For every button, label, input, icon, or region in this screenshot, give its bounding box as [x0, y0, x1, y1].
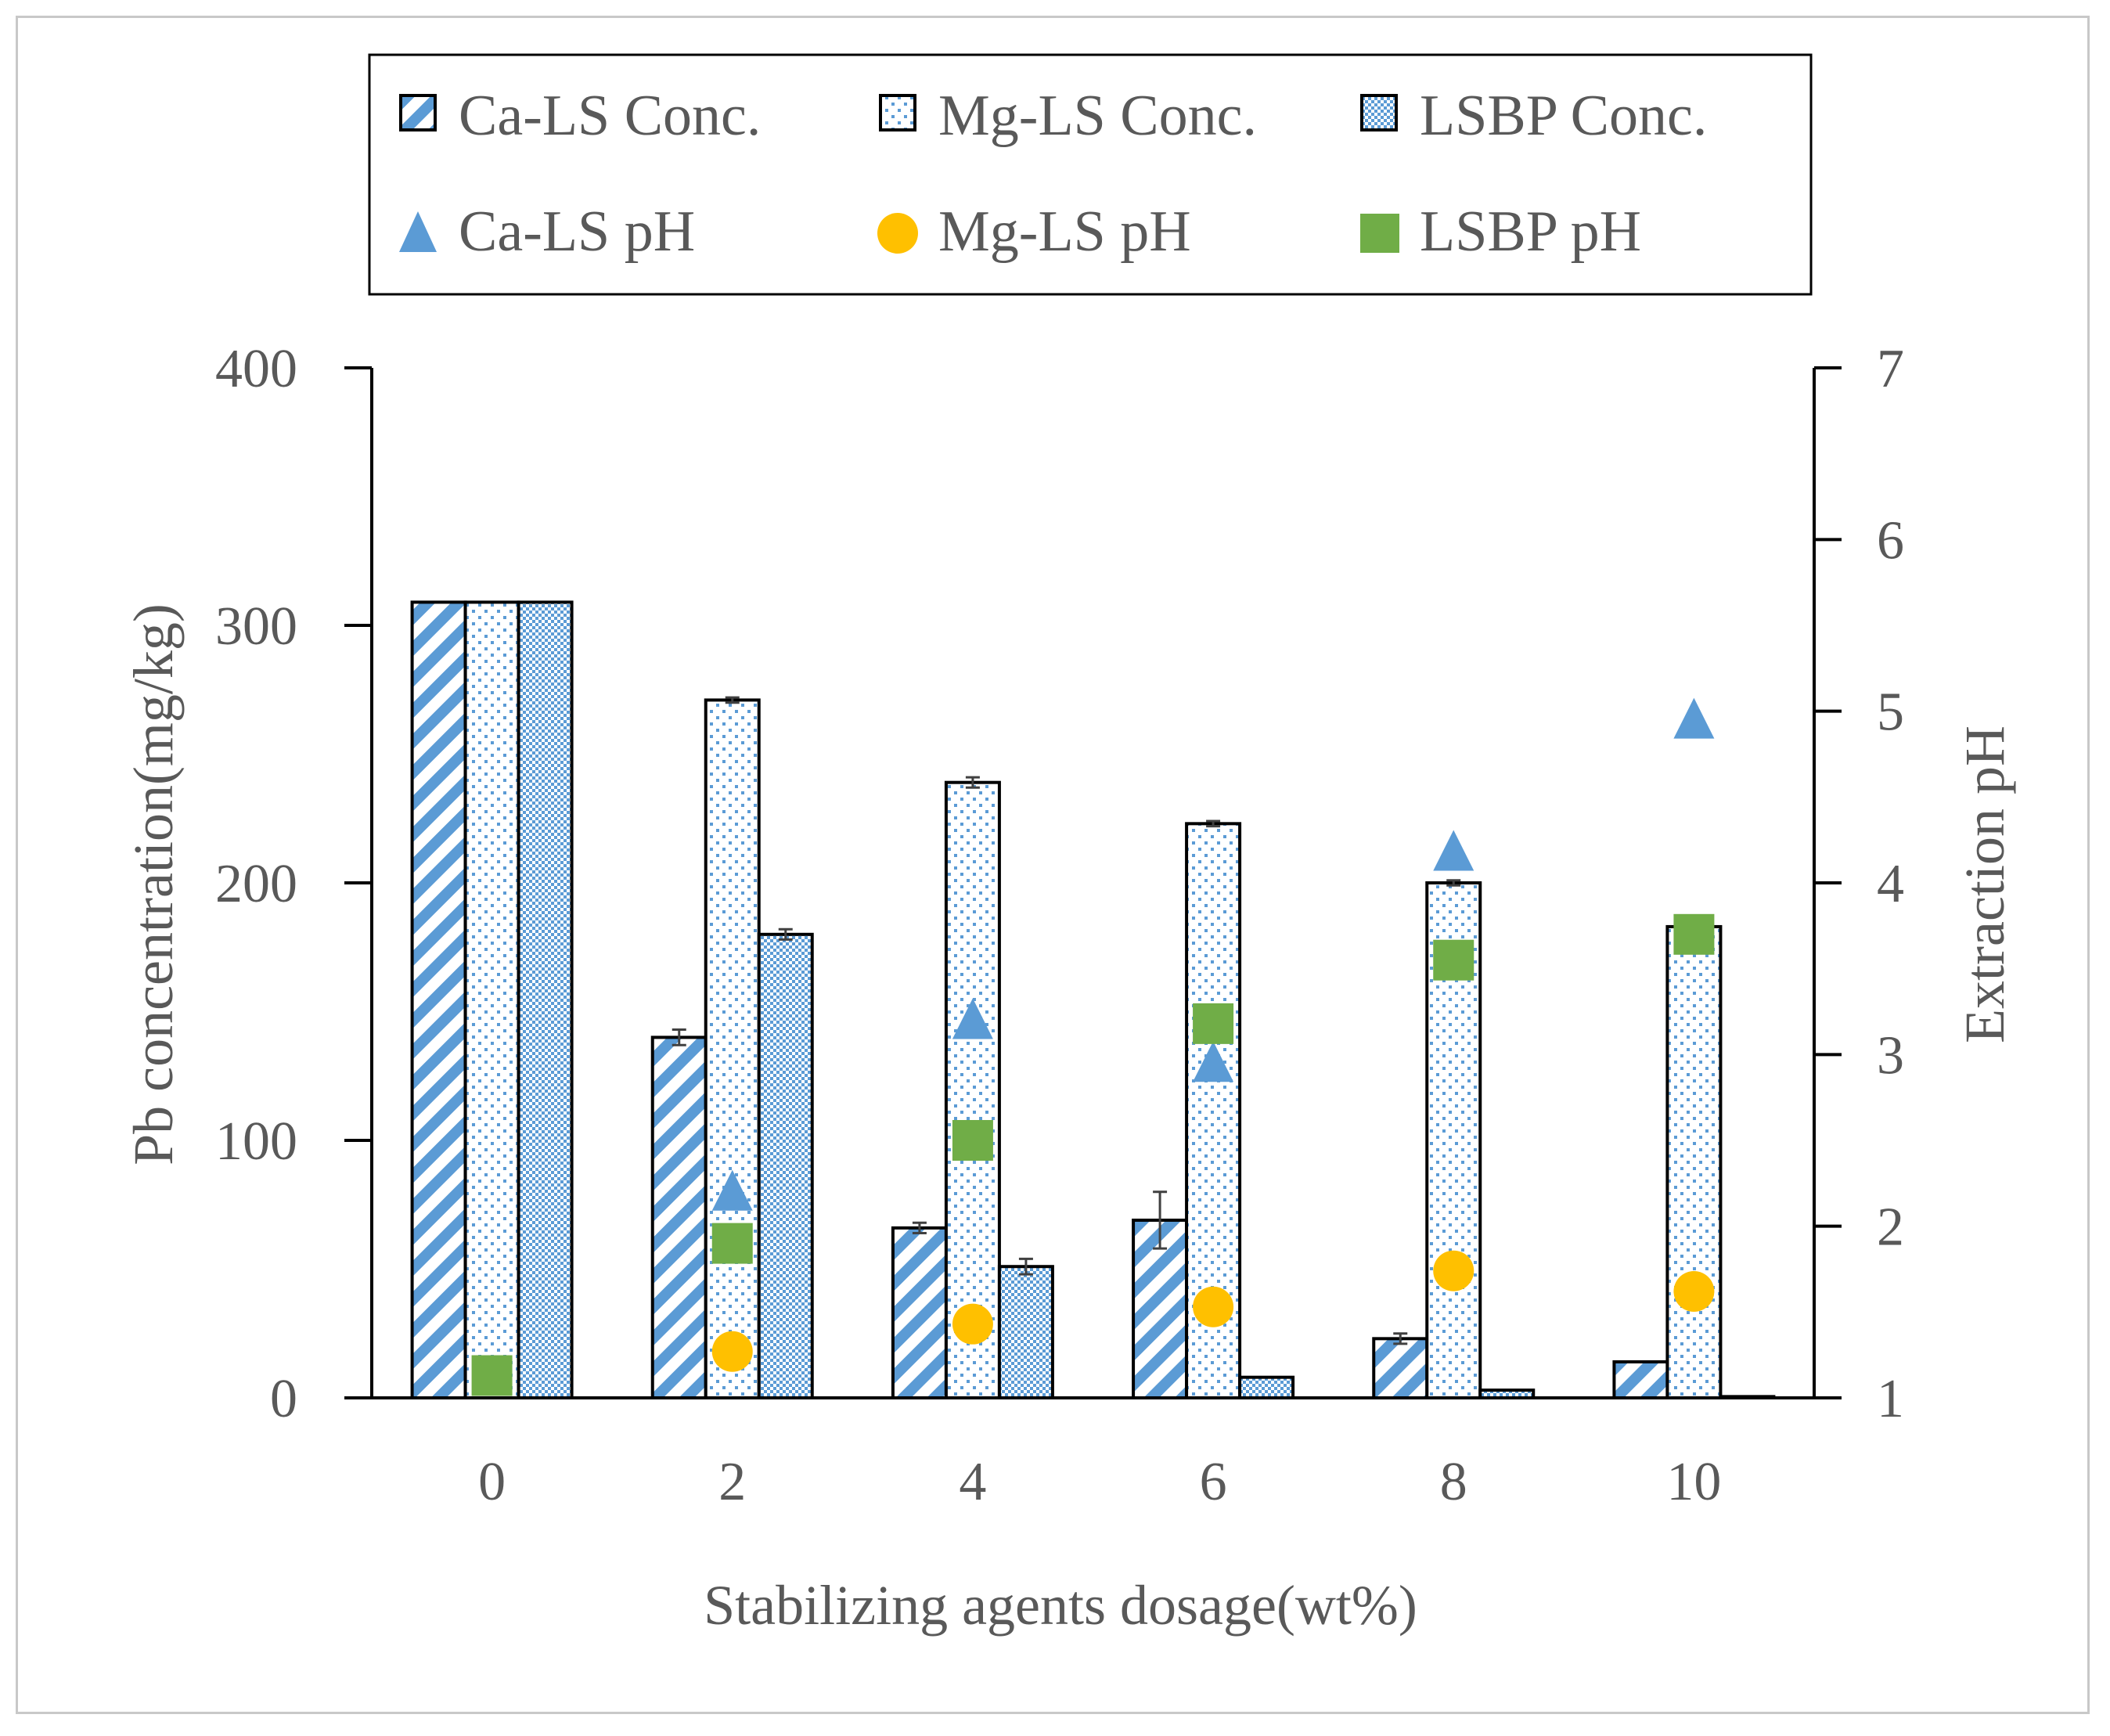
x-tick-label: 2 — [718, 1452, 746, 1512]
legend-marker-lsbp-ph — [1360, 214, 1399, 253]
bar-mg-ls-conc-10 — [1665, 924, 1723, 1400]
x-tick-label: 6 — [1200, 1452, 1227, 1512]
legend-label-ca-ls-conc: Ca-LS Conc. — [459, 84, 761, 148]
bar-ca-ls-conc-6 — [1132, 1218, 1189, 1399]
y-tick-label: 400 — [215, 339, 297, 399]
marker-ca-ls-ph-6 — [1193, 1041, 1234, 1082]
bar-lsbp-conc-4 — [997, 1265, 1054, 1399]
marker-lsbp-ph-4 — [952, 1120, 993, 1161]
bar-ca-ls-conc-8 — [1372, 1337, 1429, 1399]
legend-swatch-lsbp-conc — [1360, 94, 1398, 131]
x-axis-title: Stabilizing agents dosage(wt%) — [704, 1574, 1417, 1637]
bar-lsbp-conc-2 — [757, 932, 814, 1400]
marker-mg-ls-ph-6 — [1193, 1286, 1234, 1327]
marker-ca-ls-ph-2 — [711, 1169, 753, 1211]
legend-label-mg-ls-conc: Mg-LS Conc. — [938, 84, 1257, 148]
bar-ca-ls-conc-2 — [650, 1035, 708, 1400]
y2-tick-label: 6 — [1877, 510, 1904, 571]
y2-tick-label: 4 — [1877, 854, 1904, 914]
y2-axis-title: Extraction pH — [1953, 726, 2016, 1043]
bar-ca-ls-conc-0 — [410, 600, 467, 1399]
marker-lsbp-ph-6 — [1193, 1003, 1234, 1044]
legend-label-lsbp-conc: LSBP Conc. — [1420, 84, 1707, 148]
plot-layer: 0 100 200 300 400 1 2 3 4 5 6 7 0 2 4 6 8 10 — [215, 339, 1904, 1512]
legend-swatch-ca-ls-conc — [399, 94, 437, 131]
y-tick-label: 100 — [215, 1111, 297, 1172]
marker-mg-ls-ph-8 — [1433, 1250, 1474, 1291]
marker-lsbp-ph-0 — [471, 1355, 513, 1396]
legend-box — [368, 53, 1813, 296]
marker-ca-ls-ph-4 — [952, 998, 993, 1039]
y2-tick-label: 3 — [1877, 1025, 1904, 1086]
marker-ca-ls-ph-10 — [1673, 697, 1715, 739]
bar-ca-ls-conc-4 — [891, 1226, 948, 1399]
y2-tick-label: 1 — [1877, 1369, 1904, 1429]
x-tick-label: 8 — [1440, 1452, 1467, 1512]
y-axis-title: Pb concentration(mg/kg) — [122, 603, 185, 1165]
marker-lsbp-ph-10 — [1673, 913, 1715, 955]
marker-lsbp-ph-2 — [711, 1223, 753, 1264]
marker-lsbp-ph-8 — [1433, 939, 1474, 981]
x-tick-label: 10 — [1666, 1452, 1721, 1512]
bar-mg-ls-conc-0 — [463, 600, 520, 1399]
legend-label-mg-ls-ph: Mg-LS pH — [938, 200, 1191, 264]
y-tick-label: 300 — [215, 596, 297, 657]
y-tick-label: 0 — [270, 1369, 297, 1429]
y2-tick-label: 7 — [1877, 339, 1904, 399]
marker-mg-ls-ph-4 — [952, 1303, 993, 1345]
x-tick-label: 4 — [959, 1452, 986, 1512]
bar-lsbp-conc-6 — [1238, 1375, 1295, 1400]
bar-lsbp-conc-0 — [517, 600, 574, 1399]
legend-label-ca-ls-ph: Ca-LS pH — [459, 200, 695, 264]
bar-mg-ls-conc-4 — [944, 780, 1001, 1399]
marker-mg-ls-ph-2 — [711, 1331, 753, 1372]
legend-marker-ca-ls-ph — [399, 211, 437, 252]
y2-tick-label: 2 — [1877, 1198, 1904, 1258]
bar-ca-ls-conc-10 — [1612, 1360, 1669, 1399]
y-tick-label: 200 — [215, 854, 297, 914]
marker-ca-ls-ph-8 — [1433, 830, 1474, 871]
legend-label-lsbp-ph: LSBP pH — [1420, 200, 1641, 264]
marker-mg-ls-ph-10 — [1673, 1271, 1715, 1313]
y2-tick-label: 5 — [1877, 683, 1904, 743]
legend-marker-mg-ls-ph — [877, 213, 918, 254]
legend-swatch-mg-ls-conc — [879, 94, 916, 131]
x-tick-label: 0 — [478, 1452, 506, 1512]
chart-frame — [16, 16, 2090, 1714]
bar-mg-ls-conc-2 — [704, 698, 761, 1399]
